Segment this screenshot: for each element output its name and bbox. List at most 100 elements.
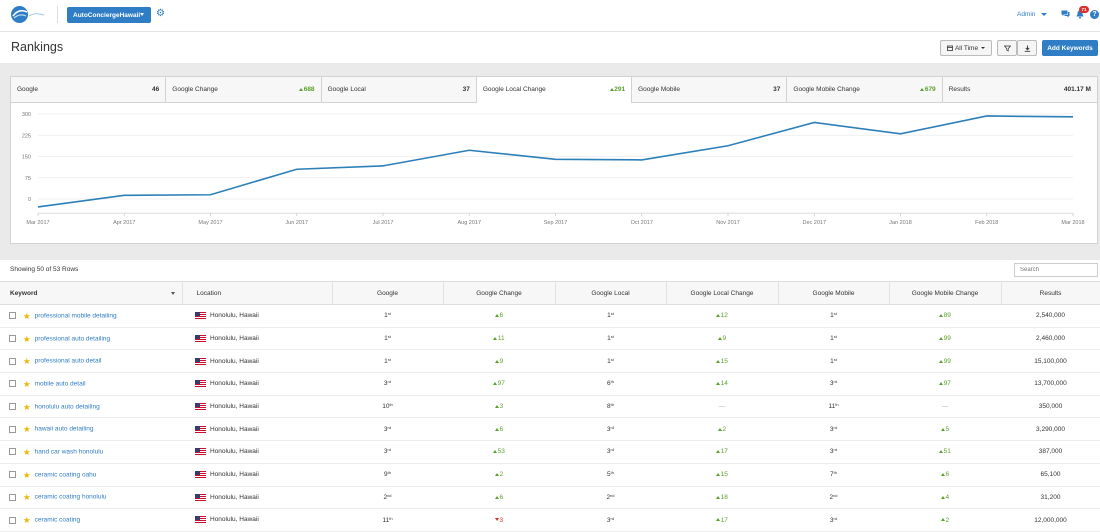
keyword-link[interactable]: mobile auto detail [34, 380, 86, 388]
time-filter-dropdown[interactable]: All Time [940, 40, 992, 56]
keyword-link[interactable]: professional auto detailing [34, 335, 111, 343]
rank-value: 10 [382, 403, 390, 411]
keyword-link[interactable]: ceramic coating honolulu [34, 493, 107, 501]
column-header[interactable]: Keyword [0, 281, 183, 305]
star-icon[interactable]: ★ [23, 492, 31, 503]
results-cell: 13,700,000 [1001, 372, 1100, 396]
column-header[interactable]: Google Change [443, 281, 556, 305]
row-checkbox[interactable] [9, 471, 16, 479]
keyword-link[interactable]: hawaii auto detailing [34, 425, 94, 433]
change-value: 5 [940, 426, 949, 433]
column-header[interactable]: Google Mobile Change [889, 281, 1002, 305]
rows-info: Showing 50 of 53 Rows [10, 266, 79, 273]
results-cell: 31,200 [1001, 486, 1100, 510]
rank-cell: 9th [332, 463, 443, 487]
stat-value-text: 46 [152, 86, 160, 93]
row-checkbox[interactable] [9, 448, 16, 456]
rank-suffix: rd [387, 379, 392, 385]
search-input[interactable] [1014, 263, 1098, 277]
keyword-link[interactable]: hand car wash honolulu [34, 448, 104, 456]
rank-value: 8 [607, 403, 611, 411]
results-value: 15,100,000 [1034, 357, 1067, 365]
stat-tab[interactable]: Google Mobile Change 679 [787, 77, 943, 102]
download-button[interactable] [1017, 40, 1037, 56]
star-icon[interactable]: ★ [23, 424, 31, 435]
row-checkbox[interactable] [9, 403, 16, 411]
row-checkbox[interactable] [9, 357, 16, 365]
table-row: ★ professional auto detailing Honolulu, Ha… [0, 327, 1100, 351]
row-checkbox[interactable] [9, 380, 16, 388]
keyword-link[interactable]: ceramic coating oahu [34, 471, 97, 479]
row-checkbox[interactable] [9, 493, 16, 501]
star-icon[interactable]: ★ [23, 401, 31, 412]
rank-value: 1 [830, 335, 834, 343]
star-icon[interactable]: ★ [23, 378, 31, 389]
stat-tab[interactable]: Google 46 [11, 77, 167, 102]
x-tick-label: Aug 2017 [457, 220, 481, 226]
rank-value: 3 [829, 380, 834, 388]
star-icon[interactable]: ★ [23, 446, 31, 457]
star-icon[interactable]: ★ [23, 356, 31, 367]
column-header[interactable]: Results [1001, 281, 1100, 305]
chevron-down-icon[interactable] [1041, 13, 1047, 16]
rank-cell: 3rd [778, 508, 889, 532]
stat-tab[interactable]: Results 401.17 M [943, 77, 1097, 102]
row-checkbox[interactable] [9, 335, 16, 343]
star-icon[interactable]: ★ [23, 469, 31, 480]
rank-cell: 3rd [332, 440, 443, 464]
stat-value-text: 688 [303, 86, 315, 93]
change-value: 97 [493, 380, 505, 387]
results-cell: 3,290,000 [1001, 417, 1100, 442]
rank-cell: 2nd [778, 486, 889, 510]
column-header-label: Google Mobile [812, 289, 855, 297]
account-selector-button[interactable]: AutoConciergeHawaii [67, 7, 151, 23]
gear-icon[interactable]: ⚙ [156, 8, 165, 19]
star-icon[interactable]: ★ [23, 515, 31, 526]
results-value: 13,700,000 [1034, 380, 1067, 388]
trend-up-icon [940, 518, 945, 522]
stat-tab[interactable]: Google Local 37 [322, 77, 477, 102]
rank-cell: 1st [332, 304, 443, 328]
column-header[interactable]: Location [182, 281, 333, 305]
stat-value: 37 [773, 86, 780, 93]
filter-button[interactable] [997, 40, 1017, 56]
row-checkbox[interactable] [9, 312, 16, 320]
column-header[interactable]: Google Mobile [778, 281, 890, 305]
help-icon[interactable]: ? [1090, 10, 1099, 19]
keyword-link[interactable]: professional mobile detailing [34, 312, 117, 320]
location-cell: Honolulu, Hawaii [182, 395, 332, 419]
column-header[interactable]: Google Local [555, 281, 667, 305]
app-logo[interactable] [10, 5, 46, 24]
series-line [37, 115, 1074, 208]
column-header[interactable]: Google [332, 281, 444, 305]
chat-icon[interactable] [1061, 10, 1070, 18]
rank-suffix: th [610, 379, 614, 385]
star-icon[interactable]: ★ [23, 333, 31, 344]
rank-value: 3 [383, 380, 388, 388]
row-checkbox[interactable] [9, 516, 16, 524]
column-header-label: Google Local Change [690, 289, 754, 297]
rank-cell: 7th [778, 463, 889, 487]
row-checkbox[interactable] [9, 425, 16, 433]
keyword-link[interactable]: professional auto detail [34, 357, 102, 365]
stat-value-text: 37 [773, 86, 781, 93]
results-cell: 2,540,000 [1001, 304, 1100, 328]
star-icon[interactable]: ★ [23, 310, 31, 321]
keyword-cell: ★ ceramic coating honolulu [0, 486, 182, 510]
stat-tab[interactable]: Google Mobile 37 [632, 77, 788, 102]
chevron-down-icon[interactable] [170, 292, 175, 295]
rank-value: 3 [606, 425, 611, 433]
change-value: 6 [494, 494, 503, 501]
keyword-link[interactable]: ceramic coating [34, 516, 81, 524]
change-cell: 97 [889, 372, 1001, 396]
change-value-text: 17 [720, 448, 728, 456]
column-header[interactable]: Google Local Change [666, 281, 779, 305]
y-tick-label: 75 [25, 176, 31, 182]
change-value: 89 [939, 312, 951, 319]
add-keywords-button[interactable]: Add Keywords [1042, 40, 1098, 56]
summary-card: Google 46 Google Change 688 Google Local 37 Go… [10, 76, 1098, 244]
keyword-link[interactable]: honolulu auto detailing [34, 403, 100, 411]
stat-tab[interactable]: Google Local Change 291 [476, 77, 633, 103]
stat-tab[interactable]: Google Change 688 [166, 77, 322, 102]
user-menu-label[interactable]: Admin [1017, 11, 1036, 18]
